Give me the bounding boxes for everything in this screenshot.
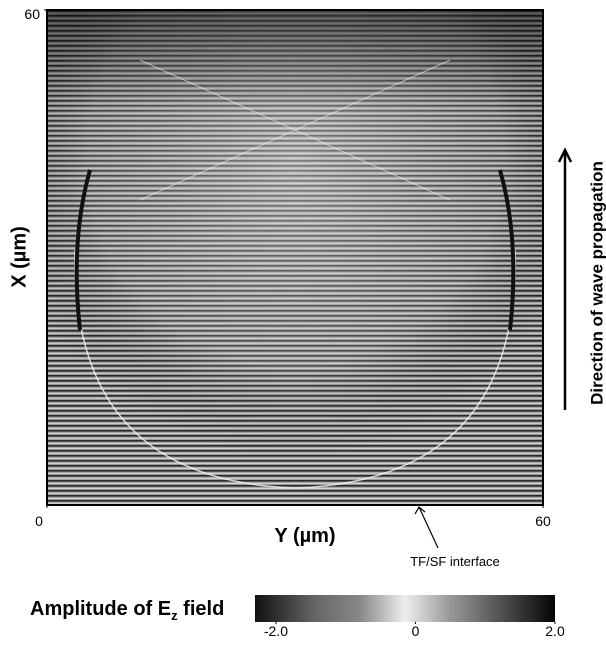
colorbar-tick-label: 0 [412,623,420,639]
x-axis-label: Y (µm) [274,525,335,547]
colorbar-tick-label: -2.0 [264,623,288,639]
annotation: TF/SF interface [410,554,500,569]
x-tick-label: 0 [35,513,43,529]
colorbar-label-part: field [178,598,225,620]
colorbar-label-part: Amplitude of E [30,598,171,620]
y-axis-label: X (µm) [8,226,30,288]
direction-arrow [557,147,573,410]
colorbar [255,595,555,622]
annotation: Direction of wave propagation [587,161,606,405]
field-image [46,9,544,506]
colorbar-label: Amplitude of Ez field [30,598,224,623]
y-tick-label: 60 [24,6,40,22]
annotation-arrow [414,506,439,549]
x-tick-label: 60 [535,513,551,529]
colorbar-label-part: z [171,608,178,623]
colorbar-tick-label: 2.0 [545,623,565,639]
